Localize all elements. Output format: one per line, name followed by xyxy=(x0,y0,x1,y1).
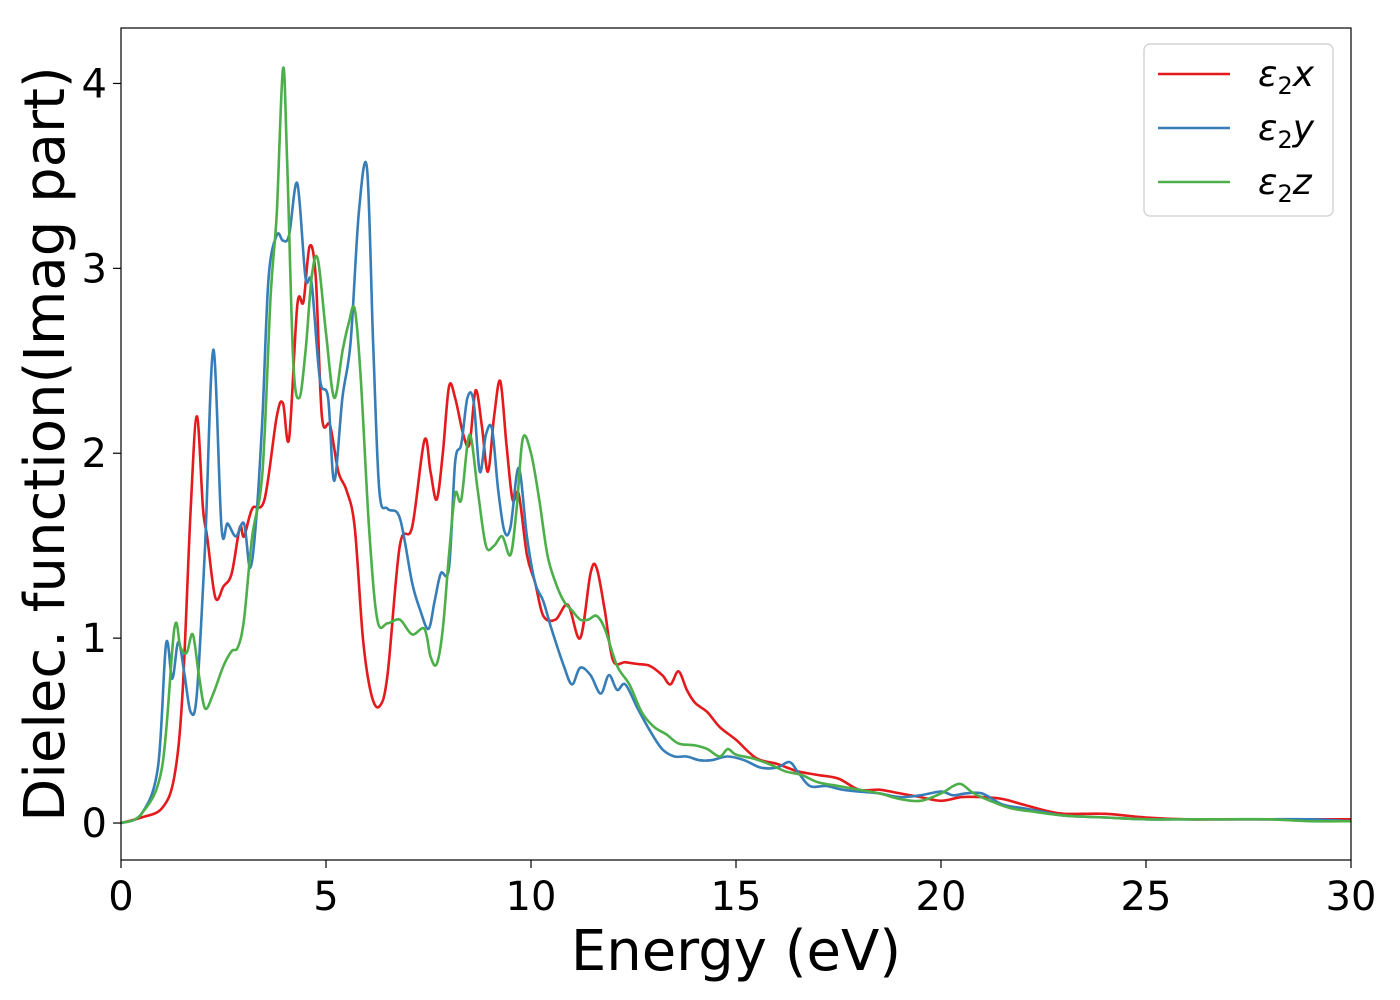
y-axis-title: Dielec. function(Imag part) xyxy=(13,66,78,822)
legend-box xyxy=(1143,43,1334,217)
y-tick-label: 0 xyxy=(82,801,107,847)
x-tick-label: 25 xyxy=(1121,874,1172,920)
x-tick-label: 30 xyxy=(1326,874,1377,920)
x-tick-label: 15 xyxy=(711,874,762,920)
legend-label-x: ε2x xyxy=(1258,54,1315,100)
y-tick-label: 4 xyxy=(82,61,107,107)
legend-label-z: ε2z xyxy=(1258,162,1313,208)
x-axis-title: Energy (eV) xyxy=(571,919,901,984)
series-line-z xyxy=(120,66,1352,825)
x-axis-ticks: 0 5 10 15 20 25 30 xyxy=(108,860,1376,920)
legend: ε2x ε2y ε2z xyxy=(1143,43,1334,217)
x-tick-label: 5 xyxy=(313,874,338,920)
x-tick-label: 0 xyxy=(108,874,133,920)
y-tick-label: 1 xyxy=(82,616,107,662)
series-line-x xyxy=(120,243,1351,825)
series-layer xyxy=(120,66,1352,825)
y-tick-label: 2 xyxy=(82,431,107,477)
x-tick-label: 10 xyxy=(506,874,557,920)
legend-label-y: ε2y xyxy=(1258,108,1315,154)
x-tick-label: 20 xyxy=(916,874,967,920)
y-axis-ticks: 0 1 2 3 4 xyxy=(82,61,121,847)
y-tick-label: 3 xyxy=(82,246,107,292)
